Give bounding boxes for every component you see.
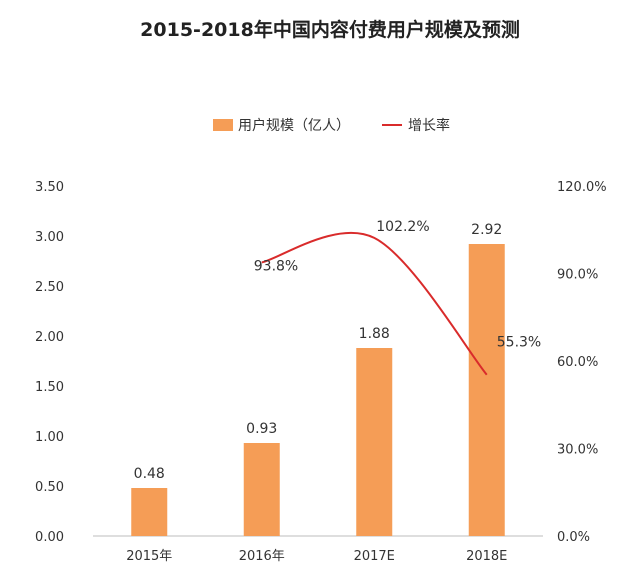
bar (131, 488, 168, 536)
bar-data-label: 0.93 (246, 421, 277, 437)
y-left-tick-label: 2.00 (35, 330, 64, 345)
y-right-tick-label: 60.0% (557, 355, 598, 370)
growth-rate-label: 102.2% (376, 219, 429, 235)
bar (243, 443, 280, 536)
legend-swatch-bar (213, 119, 233, 131)
y-left-tick-label: 3.50 (35, 180, 64, 195)
bar-data-label: 2.92 (471, 222, 502, 238)
x-category-label: 2015年 (126, 549, 172, 564)
legend-label-line: 增长率 (408, 117, 450, 134)
legend-label-bar: 用户规模（亿人） (238, 117, 350, 134)
y-right-tick-label: 0.0% (557, 530, 590, 545)
legend: 用户规模（亿人） 增长率 (213, 117, 450, 134)
y-left-tick-label: 3.00 (35, 230, 64, 245)
y-left-tick-label: 0.50 (35, 480, 64, 495)
growth-rate-label: 93.8% (254, 258, 298, 274)
y-left-tick-label: 1.50 (35, 380, 64, 395)
bar (356, 348, 393, 536)
y-left-tick-label: 1.00 (35, 430, 64, 445)
bar-data-label: 0.48 (134, 466, 165, 482)
chart-title: 2015-2018年中国内容付费用户规模及预测 (140, 18, 520, 41)
y-left-tick-label: 0.00 (35, 530, 64, 545)
y-right-tick-label: 30.0% (557, 443, 598, 458)
x-category-label: 2018E (466, 549, 507, 564)
y-axis-left: 0.00 0.50 1.00 1.50 2.00 2.50 3.00 3.50 (35, 180, 64, 545)
growth-rate-line (261, 231, 488, 376)
x-axis-categories: 2015年 2016年 2017E 2018E (126, 549, 507, 564)
y-right-tick-label: 120.0% (557, 180, 607, 195)
x-category-label: 2017E (354, 549, 395, 564)
y-left-tick-label: 2.50 (35, 280, 64, 295)
bar-data-label: 1.88 (359, 326, 390, 342)
growth-rate-label: 55.3% (497, 335, 541, 351)
line-series: 93.8% 102.2% 55.3% (254, 219, 541, 376)
y-right-tick-label: 90.0% (557, 268, 598, 283)
bar (468, 244, 505, 536)
bar-series: 0.48 0.93 1.88 2.92 (131, 222, 505, 536)
x-category-label: 2016年 (239, 549, 285, 564)
y-axis-right: 0.0% 30.0% 60.0% 90.0% 120.0% (557, 180, 607, 545)
